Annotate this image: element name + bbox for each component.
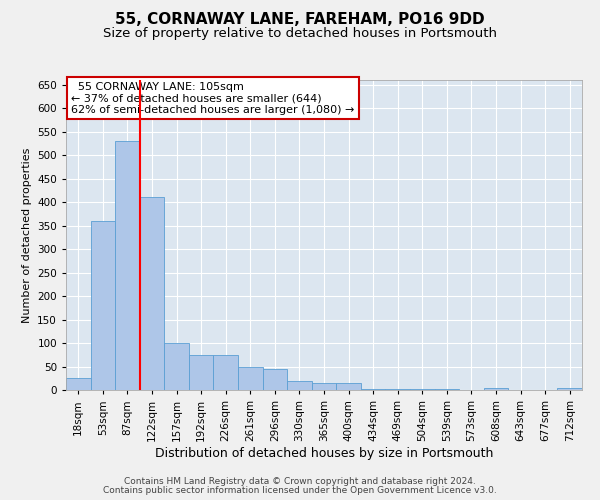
Bar: [385, 388, 410, 390]
Bar: [410, 388, 434, 390]
Bar: [140, 198, 164, 390]
Text: 55, CORNAWAY LANE, FAREHAM, PO16 9DD: 55, CORNAWAY LANE, FAREHAM, PO16 9DD: [115, 12, 485, 28]
Y-axis label: Number of detached properties: Number of detached properties: [22, 148, 32, 322]
Bar: [214, 355, 238, 390]
Text: Size of property relative to detached houses in Portsmouth: Size of property relative to detached ho…: [103, 28, 497, 40]
Bar: [557, 388, 582, 390]
Bar: [263, 369, 287, 390]
Bar: [484, 388, 508, 390]
Bar: [189, 355, 214, 390]
Bar: [361, 388, 385, 390]
Bar: [336, 383, 361, 390]
Bar: [238, 366, 263, 390]
Bar: [434, 388, 459, 390]
X-axis label: Distribution of detached houses by size in Portsmouth: Distribution of detached houses by size …: [155, 446, 493, 460]
Bar: [115, 141, 140, 390]
Bar: [66, 378, 91, 390]
Text: Contains HM Land Registry data © Crown copyright and database right 2024.: Contains HM Land Registry data © Crown c…: [124, 477, 476, 486]
Bar: [164, 343, 189, 390]
Bar: [287, 380, 312, 390]
Bar: [91, 221, 115, 390]
Text: Contains public sector information licensed under the Open Government Licence v3: Contains public sector information licen…: [103, 486, 497, 495]
Text: 55 CORNAWAY LANE: 105sqm  
← 37% of detached houses are smaller (644)
62% of sem: 55 CORNAWAY LANE: 105sqm ← 37% of detach…: [71, 82, 355, 115]
Bar: [312, 383, 336, 390]
